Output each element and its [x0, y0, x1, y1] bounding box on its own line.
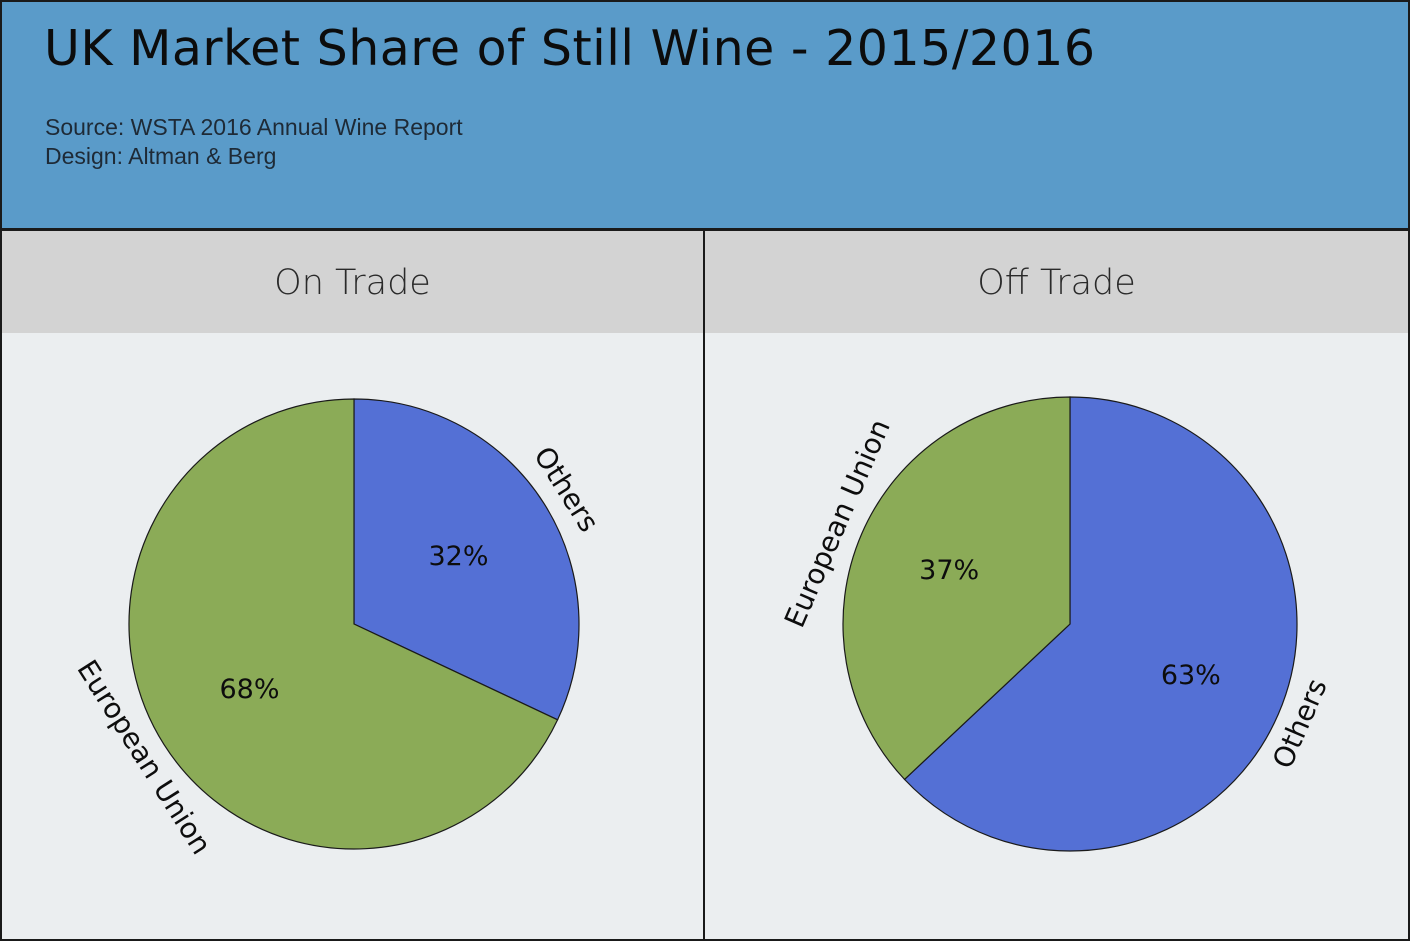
off-trade-panel: Off Trade 63% Others 37% European Union	[703, 229, 1410, 941]
on-trade-pie-slice-european-union	[128, 398, 559, 850]
on-trade-pct-label-european-union: 68%	[220, 674, 280, 705]
off-trade-pct-label-others: 63%	[1161, 660, 1221, 691]
design-credit: Design: Altman & Berg	[45, 143, 277, 169]
off-trade-pct-label-european-union: 37%	[919, 555, 979, 586]
off-trade-pie-slice-others	[903, 396, 1298, 852]
header-banner: UK Market Share of Still Wine - 2015/201…	[0, 0, 1410, 230]
on-trade-panel-header: On Trade	[2, 231, 703, 333]
off-trade-panel-header: Off Trade	[705, 231, 1408, 333]
on-trade-title: On Trade	[274, 263, 431, 303]
on-trade-panel: On Trade 32% Others 68% European Union	[0, 229, 705, 941]
off-trade-pie-slice-european-union	[842, 396, 1071, 781]
page-title: UK Market Share of Still Wine - 2015/201…	[44, 20, 1096, 77]
off-trade-title: Off Trade	[977, 263, 1136, 303]
on-trade-pie-slice-others	[353, 398, 580, 721]
on-trade-pct-label-others: 32%	[428, 541, 488, 572]
source-note: Source: WSTA 2016 Annual Wine Report	[45, 114, 463, 140]
